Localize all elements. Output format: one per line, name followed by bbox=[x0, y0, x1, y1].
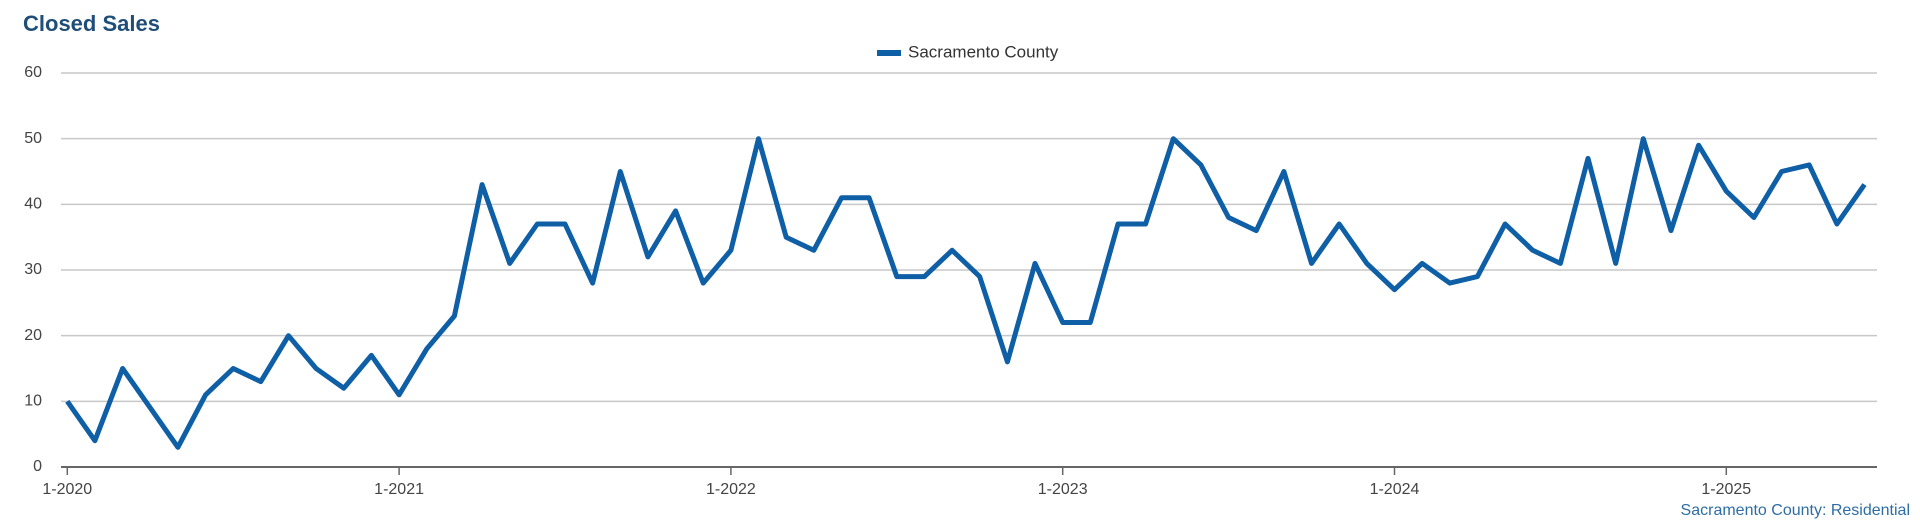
y-tick-label: 50 bbox=[24, 130, 42, 147]
x-tick-label: 1-2021 bbox=[374, 481, 424, 498]
legend-label: Sacramento County bbox=[908, 42, 1059, 61]
y-tick-label: 30 bbox=[24, 261, 42, 278]
y-tick-label: 0 bbox=[33, 458, 42, 475]
y-tick-label: 10 bbox=[24, 393, 42, 410]
footer-note: Sacramento County: Residential bbox=[1681, 502, 1910, 519]
x-tick-label: 1-2023 bbox=[1038, 481, 1088, 498]
chart-title: Closed Sales bbox=[23, 11, 160, 36]
y-tick-label: 20 bbox=[24, 327, 42, 344]
x-tick-label: 1-2022 bbox=[706, 481, 756, 498]
series-line bbox=[65, 136, 1867, 450]
x-tick-label: 1-2020 bbox=[42, 481, 92, 498]
y-tick-label: 60 bbox=[24, 64, 42, 81]
x-tick-label: 1-2024 bbox=[1370, 481, 1420, 498]
x-tick-label: 1-2025 bbox=[1701, 481, 1751, 498]
y-tick-label: 40 bbox=[24, 196, 42, 213]
